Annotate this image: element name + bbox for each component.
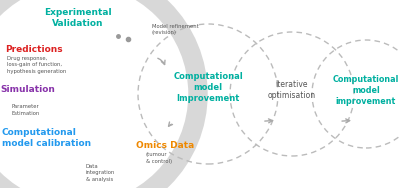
Text: Predictions: Predictions bbox=[5, 45, 62, 54]
Text: Experimental
Validation: Experimental Validation bbox=[44, 8, 112, 28]
Text: Simulation: Simulation bbox=[1, 85, 56, 94]
Text: (tumour
& control): (tumour & control) bbox=[146, 152, 172, 164]
Text: Computational
model
Improvement: Computational model Improvement bbox=[173, 72, 243, 103]
Text: Data
integration
& analysis: Data integration & analysis bbox=[86, 164, 115, 182]
Text: Computational
model
improvement: Computational model improvement bbox=[333, 75, 399, 106]
Text: Drug response,
loss-gain of function,
hypothesis generation: Drug response, loss-gain of function, hy… bbox=[7, 56, 66, 74]
Text: Iterative
optimisation: Iterative optimisation bbox=[268, 80, 316, 100]
Text: Parameter
Estimation: Parameter Estimation bbox=[11, 104, 40, 116]
Text: Computational
model calibration: Computational model calibration bbox=[2, 128, 91, 148]
Text: Omics Data: Omics Data bbox=[136, 141, 194, 150]
Text: Model refinement
(revision): Model refinement (revision) bbox=[152, 24, 199, 35]
